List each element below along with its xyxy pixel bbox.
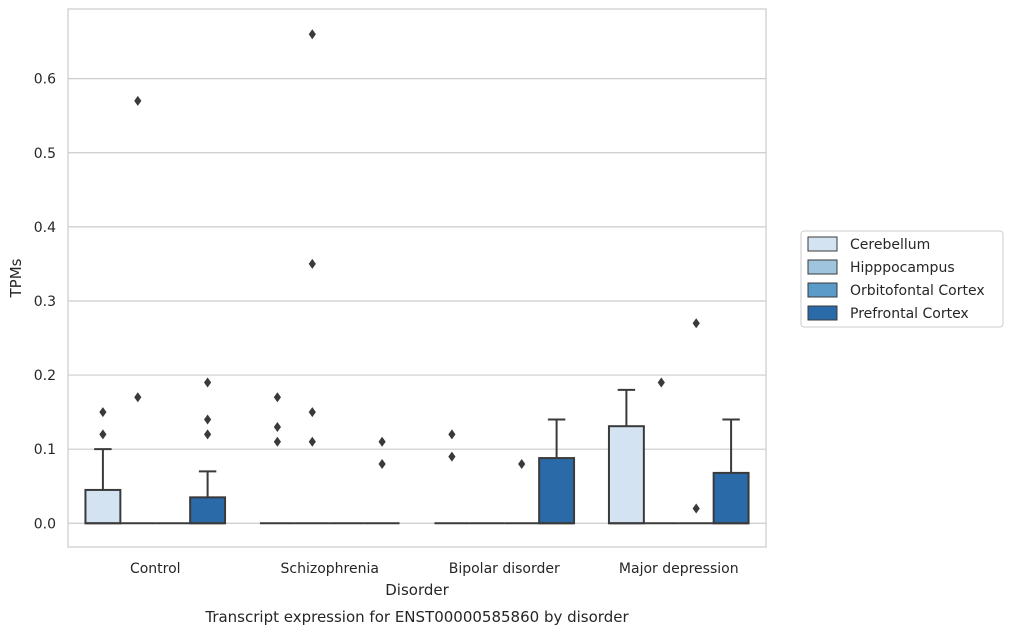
y-axis-label: TPMs: [7, 258, 25, 298]
outlier-3-1-0: [657, 377, 665, 388]
outlier-1-3-0: [378, 459, 386, 470]
legend-label-0: Cerebellum: [850, 237, 930, 253]
box-0-0: [84, 448, 122, 525]
x-tick-label-2: Bipolar disorder: [449, 561, 560, 577]
outlier-0-3-2: [204, 377, 212, 388]
outlier-0-3-0: [204, 429, 212, 440]
outlier-1-1-1: [308, 407, 316, 418]
outlier-1-0-2: [273, 392, 281, 403]
x-tick-label-0: Control: [130, 561, 181, 577]
outlier-1-1-3: [308, 29, 316, 40]
legend-swatch-0: [807, 236, 838, 252]
outlier-0-1-0: [134, 392, 142, 403]
y-tick-label-2: 0.2: [34, 368, 56, 384]
y-tick-labels: 0.0 0.1 0.2 0.3 0.4 0.5 0.6: [34, 72, 56, 533]
legend-label-3: Prefrontal Cortex: [850, 306, 969, 322]
outlier-2-2-0: [518, 459, 526, 470]
y-tick-label-5: 0.5: [34, 146, 56, 162]
y-tick-label-4: 0.4: [34, 220, 56, 236]
legend-label-1: Hipppocampus: [850, 260, 955, 276]
outlier-points: [99, 29, 700, 514]
x-tick-label-1: Schizophrenia: [281, 561, 379, 577]
legend-swatch-1: [807, 259, 838, 275]
outlier-1-0-0: [273, 436, 281, 447]
y-tick-label-1: 0.1: [34, 442, 56, 458]
legend-label-2: Orbitofontal Cortex: [850, 283, 985, 299]
outlier-3-2-1: [692, 318, 700, 329]
legend-swatch-3: [807, 305, 838, 321]
x-tick-labels: Control Schizophrenia Bipolar disorder Majo…: [130, 561, 739, 577]
x-tick-label-3: Major depression: [619, 561, 739, 577]
outlier-2-0-0: [448, 451, 456, 462]
box-body: [538, 457, 576, 525]
outlier-0-1-1: [134, 95, 142, 106]
outlier-1-3-1: [378, 436, 386, 447]
box-3-3: [712, 418, 750, 525]
outlier-1-1-0: [308, 436, 316, 447]
outlier-3-2-0: [692, 503, 700, 514]
outlier-0-0-0: [99, 429, 107, 440]
box-body: [712, 471, 750, 525]
box-2-3: [538, 418, 576, 525]
y-tick-label-0: 0.0: [34, 516, 56, 532]
legend: Cerebellum Hipppocampus Orbitofontal Corte…: [800, 230, 1004, 328]
legend-swatch-2: [807, 282, 838, 298]
legend-frame: [800, 230, 1004, 328]
y-tick-label-3: 0.3: [34, 294, 56, 310]
box-body: [84, 488, 122, 525]
y-tick-label-6: 0.6: [34, 72, 56, 88]
box-body: [189, 496, 227, 525]
box-0-3: [189, 470, 227, 525]
box-3-0: [607, 388, 645, 525]
x-axis-label: Disorder: [385, 581, 449, 599]
chart-title: Transcript expression for ENST0000058586…: [204, 608, 629, 626]
outlier-1-0-1: [273, 421, 281, 432]
outlier-0-3-1: [204, 414, 212, 425]
grid-lines: [68, 78, 766, 524]
box-groups: [84, 388, 750, 525]
plot-area-frame: [67, 8, 767, 548]
box-body: [607, 425, 645, 525]
outlier-2-0-1: [448, 429, 456, 440]
outlier-0-0-1: [99, 407, 107, 418]
outlier-1-1-2: [308, 258, 316, 269]
